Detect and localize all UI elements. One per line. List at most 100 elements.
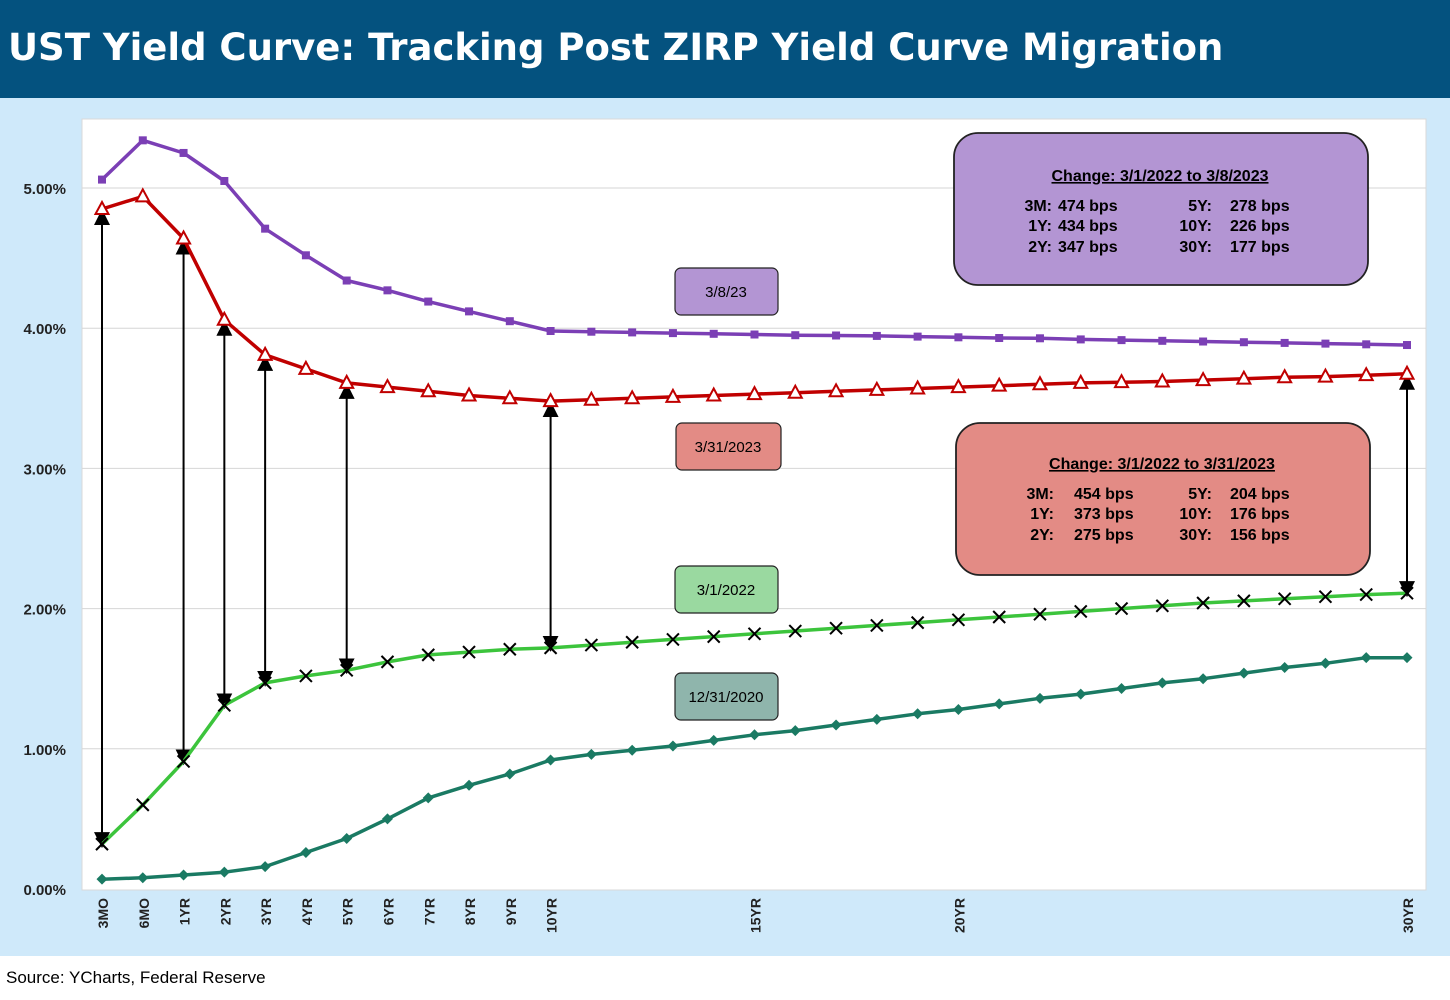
data-point-square	[1321, 339, 1330, 348]
x-stroke	[95, 837, 109, 851]
data-point-square	[342, 276, 351, 285]
x-tick-label: 5YR	[340, 898, 356, 925]
data-point-x	[1400, 586, 1414, 600]
data-point-square	[1280, 338, 1289, 347]
series-label-box	[674, 672, 779, 721]
x-tick-label: 15YR	[748, 898, 764, 933]
change-box-title: Change: 3/1/2022 to 3/8/2023	[1052, 168, 1269, 185]
data-point-square	[261, 224, 270, 233]
x-stroke	[1277, 592, 1292, 606]
box-row-label: 1Y:	[1030, 506, 1054, 523]
x-stroke	[910, 615, 925, 630]
y-tick-label: 0.00%	[23, 882, 66, 899]
data-point-triangle	[583, 390, 600, 406]
data-point-square	[1076, 335, 1085, 344]
x-stroke	[299, 669, 313, 683]
series-label-text: 3/8/23	[705, 284, 747, 301]
data-point-triangle	[1398, 364, 1416, 380]
x-stroke	[258, 676, 272, 690]
data-point-x	[1074, 604, 1088, 619]
data-point-square	[1362, 340, 1371, 349]
data-point-triangle	[297, 359, 315, 375]
data-point-x	[910, 615, 925, 630]
data-point-x	[1033, 607, 1047, 621]
data-point-x	[951, 613, 966, 627]
data-point-square	[179, 148, 188, 157]
data-point-diamond	[667, 740, 679, 752]
data-point-square	[995, 334, 1004, 343]
x-stroke	[1318, 589, 1333, 604]
x-stroke	[1155, 599, 1170, 613]
y-tick-label: 3.00%	[23, 461, 66, 478]
box-row-value: 278 bps	[1230, 198, 1290, 215]
data-point-x	[299, 669, 313, 683]
data-point-diamond	[708, 734, 720, 746]
series-label-box	[675, 422, 782, 471]
box-row-value: 204 bps	[1230, 486, 1290, 503]
box-row-label: 10Y:	[1179, 218, 1212, 235]
data-point-triangle	[542, 392, 559, 408]
data-point-square	[98, 175, 106, 184]
y-tick-label: 1.00%	[23, 742, 66, 759]
data-point-triangle	[379, 377, 396, 394]
data-point-x	[462, 645, 476, 659]
x-stroke	[666, 632, 680, 647]
data-point-diamond	[504, 768, 516, 780]
x-stroke	[136, 798, 150, 812]
data-point-triangle	[1154, 372, 1171, 388]
data-point-triangle	[991, 376, 1008, 392]
data-point-square	[138, 136, 147, 145]
change-box-mar31: Change: 3/1/2022 to 3/31/2023 3M: 454 bp…	[955, 422, 1371, 576]
data-point-diamond	[749, 729, 760, 741]
x-stroke	[421, 648, 435, 662]
x-stroke	[829, 621, 843, 635]
data-point-x	[503, 642, 517, 656]
data-point-x	[176, 754, 191, 769]
data-point-diamond	[871, 713, 883, 725]
data-point-diamond	[96, 873, 108, 885]
y-tick-label: 4.00%	[23, 321, 66, 338]
data-point-diamond	[300, 847, 312, 859]
box-row-value: 434 bps	[1058, 218, 1118, 235]
x-tick-label: 6YR	[380, 898, 396, 925]
box-row-value: 226 bps	[1230, 218, 1290, 235]
data-point-diamond	[1075, 688, 1087, 700]
series-label-text: 3/1/2022	[697, 582, 755, 599]
data-point-square	[383, 286, 392, 295]
data-point-triangle	[1235, 369, 1253, 385]
data-point-square	[424, 297, 433, 306]
box-row-value: 177 bps	[1230, 239, 1290, 256]
data-point-x	[380, 655, 395, 669]
data-point-diamond	[463, 779, 475, 791]
data-point-diamond	[952, 704, 964, 716]
box-row-label: 5Y:	[1188, 486, 1212, 503]
box-row-label: 2Y:	[1030, 527, 1054, 544]
data-point-x	[421, 648, 435, 662]
data-point-x	[707, 629, 721, 644]
data-point-triangle	[746, 384, 763, 401]
data-point-diamond	[381, 813, 393, 825]
data-point-triangle	[868, 380, 886, 396]
box-row-label: 10Y:	[1179, 506, 1212, 523]
data-point-triangle	[1317, 367, 1334, 383]
change-box-background	[953, 132, 1369, 286]
change-box-background	[955, 422, 1371, 576]
x-stroke	[543, 641, 558, 655]
data-point-diamond	[218, 866, 230, 878]
series-label-3-31-2023: 3/31/2023	[675, 422, 782, 471]
data-point-triangle	[420, 382, 437, 398]
data-point-x	[136, 798, 150, 812]
box-row-label: 2Y:	[1028, 239, 1052, 256]
x-tick-label: 2YR	[217, 898, 233, 925]
data-point-triangle	[216, 310, 233, 326]
x-tick-label: 10YR	[544, 898, 560, 933]
data-point-x	[1359, 587, 1373, 602]
data-point-x	[543, 641, 558, 655]
data-point-triangle	[501, 389, 518, 405]
data-point-x	[1114, 601, 1129, 616]
data-point-triangle	[134, 187, 151, 203]
data-point-square	[954, 333, 963, 342]
x-stroke	[707, 629, 721, 644]
data-point-diamond	[1279, 661, 1291, 673]
data-point-square	[1239, 338, 1248, 347]
